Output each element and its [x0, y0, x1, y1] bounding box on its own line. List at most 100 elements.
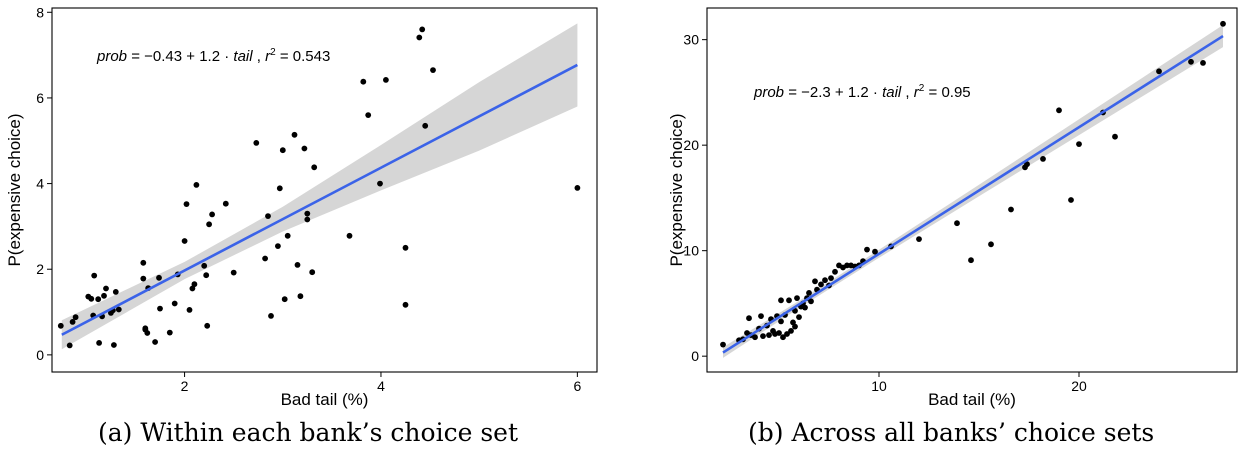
data-point	[91, 272, 98, 279]
data-point	[752, 334, 758, 341]
data-point	[968, 257, 974, 264]
data-point	[377, 180, 383, 187]
data-point	[776, 330, 782, 336]
annotation-plus: +	[182, 48, 199, 65]
x-axis-label: Bad tail (%)	[281, 390, 369, 409]
data-point	[279, 147, 286, 154]
confidence-band	[61, 23, 578, 350]
annotation-equals: =	[784, 84, 801, 101]
data-point	[191, 281, 198, 288]
data-point	[253, 140, 260, 146]
data-point	[140, 275, 147, 282]
data-point	[758, 313, 764, 319]
x-tick-label: 20	[1071, 378, 1087, 394]
data-point	[309, 269, 316, 276]
data-point	[57, 322, 64, 329]
data-point	[156, 274, 162, 281]
y-tick-label: 8	[36, 4, 44, 20]
data-point	[402, 244, 409, 251]
data-point	[1068, 197, 1074, 203]
data-point	[1024, 161, 1030, 168]
data-point	[788, 328, 794, 334]
data-point	[209, 211, 216, 218]
data-point	[291, 131, 298, 138]
caption-a: (a) Within each bank’s choice set	[98, 418, 518, 447]
data-point	[383, 77, 389, 83]
annotation-r2-value: = 0.543	[276, 48, 331, 65]
y-tick-label: 0	[691, 348, 699, 364]
data-point	[988, 241, 994, 248]
data-point	[112, 289, 119, 295]
annotation-dot: ·	[869, 84, 882, 101]
data-point	[844, 262, 850, 269]
confidence-band	[723, 25, 1223, 358]
data-point	[792, 323, 798, 330]
fit-line	[722, 34, 1224, 354]
data-point	[1200, 60, 1206, 66]
annotation-comma: ,	[901, 84, 914, 101]
data-point	[189, 285, 196, 292]
data-point	[96, 340, 102, 346]
data-point	[1156, 68, 1162, 75]
annotation-slope: 1.2	[848, 84, 869, 101]
y-tick-label: 20	[683, 137, 699, 153]
annotation-prob: prob	[753, 84, 784, 101]
data-point	[778, 318, 784, 325]
data-point	[88, 295, 95, 302]
data-point	[822, 277, 828, 284]
y-axis-label: P(expensive choice)	[667, 113, 686, 266]
annotation-plus: +	[831, 84, 848, 101]
y-tick-label: 10	[683, 243, 699, 259]
plot-frame	[706, 7, 1238, 373]
annotation-prob: prob	[96, 48, 127, 65]
annotation-r-superscript: 2	[270, 47, 276, 58]
caption-b: (b) Across all banks’ choice sets	[748, 418, 1155, 447]
x-tick-label: 2	[181, 378, 189, 394]
data-point	[1076, 141, 1082, 148]
data-point	[181, 238, 188, 244]
data-point	[784, 331, 790, 337]
data-point	[1188, 58, 1194, 65]
y-tick-label: 30	[683, 32, 699, 48]
data-point	[304, 210, 311, 217]
data-point	[72, 314, 79, 321]
data-point	[276, 185, 283, 192]
data-point	[166, 329, 173, 336]
chart-panel-b: 10 20 0 10 20 30 Bad tail (%) P(expensive choic…	[667, 7, 1238, 409]
annotation-equals: =	[127, 48, 144, 65]
data-point	[265, 213, 271, 220]
data-point	[268, 313, 274, 319]
data-point	[916, 236, 922, 243]
data-point	[808, 298, 814, 305]
data-point	[794, 295, 800, 301]
data-point	[1056, 107, 1062, 114]
data-point	[152, 339, 159, 345]
fit-line	[61, 63, 578, 336]
data-point	[111, 342, 117, 348]
data-point	[786, 297, 792, 304]
x-axis-label: Bad tail (%)	[928, 390, 1016, 409]
data-point	[281, 296, 288, 303]
data-point	[422, 122, 429, 129]
data-point	[346, 232, 353, 239]
data-point	[1040, 156, 1046, 162]
data-point	[872, 248, 878, 255]
data-point	[157, 305, 163, 312]
annotation-r: r	[914, 84, 920, 101]
x-tick-label: 4	[377, 378, 385, 394]
data-point	[171, 300, 178, 307]
data-point	[103, 285, 109, 292]
data-point	[201, 262, 208, 269]
data-point	[778, 297, 784, 304]
y-tick-label: 6	[36, 90, 44, 106]
data-point	[69, 319, 76, 325]
data-point	[101, 292, 107, 299]
data-point	[284, 232, 291, 239]
y-axis-label: P(expensive choice)	[5, 113, 24, 266]
data-point	[796, 314, 802, 320]
data-point	[574, 185, 581, 191]
data-point	[746, 315, 752, 322]
data-point	[230, 269, 237, 276]
data-point	[416, 34, 423, 41]
